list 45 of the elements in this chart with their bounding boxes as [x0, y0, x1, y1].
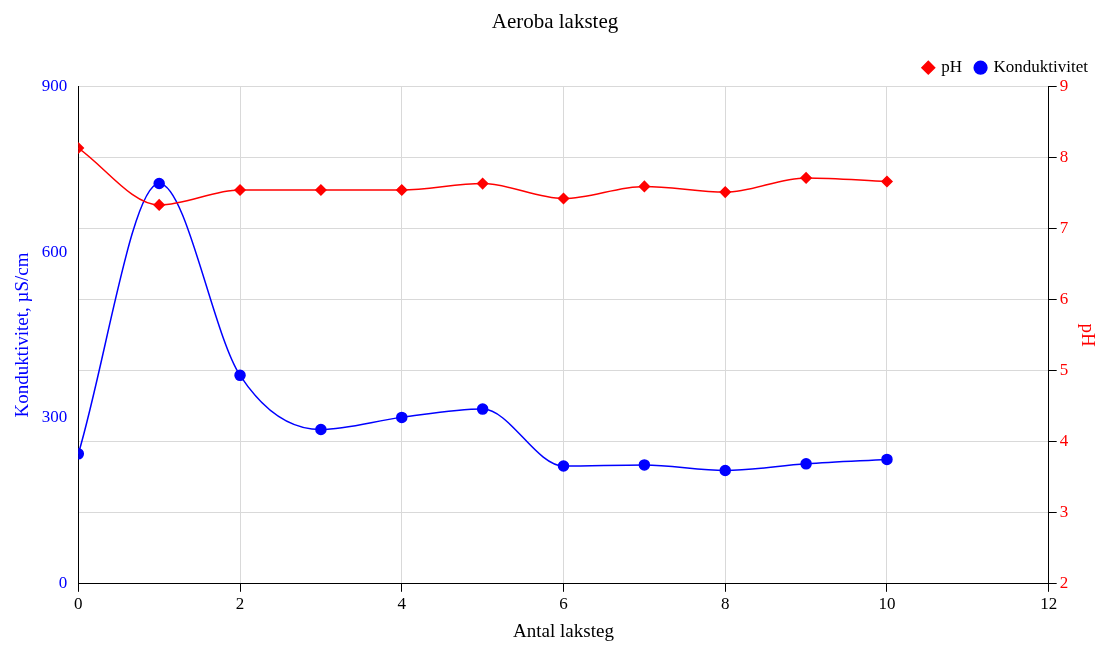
- x-tick-label: 10: [878, 594, 896, 614]
- point: [476, 403, 489, 415]
- x-tick-label: 0: [74, 594, 83, 614]
- x-tick-label: 2: [235, 594, 245, 614]
- point: [315, 184, 327, 196]
- y-tick-label: 300: [41, 407, 68, 427]
- x-tick-label: 8: [720, 594, 730, 614]
- point: [800, 172, 812, 184]
- y2-tick-label: 6: [1059, 288, 1069, 308]
- x-tick-label: 12: [1040, 594, 1058, 614]
- point: [396, 411, 408, 424]
- y-tick-label: 600: [41, 241, 68, 261]
- legend-label: Konduktivitet: [993, 57, 1089, 77]
- y2-tick-label: 3: [1059, 502, 1069, 522]
- point: [881, 175, 893, 188]
- y2-tick-label: 2: [1059, 573, 1069, 593]
- y2-tick-label: 9: [1059, 75, 1069, 95]
- y2-tick-label: 8: [1059, 146, 1069, 166]
- point: [396, 184, 408, 196]
- point: [557, 460, 570, 472]
- y-axis-title: Konduktivitet, µS/cm: [11, 252, 33, 418]
- x-axis-title: Antal laksteg: [513, 619, 615, 641]
- y2-axis-title: pH: [1077, 323, 1099, 347]
- y-tick-label: 900: [41, 75, 68, 95]
- legend-label: pH: [941, 57, 963, 77]
- point: [638, 180, 651, 193]
- point: [234, 184, 246, 196]
- point: [153, 177, 165, 190]
- x-tick-label: 4: [397, 594, 407, 614]
- point: [638, 459, 651, 471]
- point: [881, 453, 893, 466]
- point: [800, 458, 812, 470]
- y2-tick-label: 4: [1059, 431, 1069, 451]
- y-tick-label: 0: [58, 573, 68, 593]
- point: [557, 192, 570, 205]
- chart-title: Aeroba laksteg: [491, 9, 619, 34]
- y2-tick-label: 5: [1059, 360, 1069, 380]
- point: [719, 464, 731, 477]
- y2-tick-label: 7: [1059, 217, 1069, 237]
- point: [719, 186, 731, 198]
- x-tick-label: 6: [559, 594, 568, 614]
- point: [476, 177, 489, 190]
- point: [315, 423, 327, 436]
- point: [234, 369, 246, 382]
- point: [153, 199, 165, 211]
